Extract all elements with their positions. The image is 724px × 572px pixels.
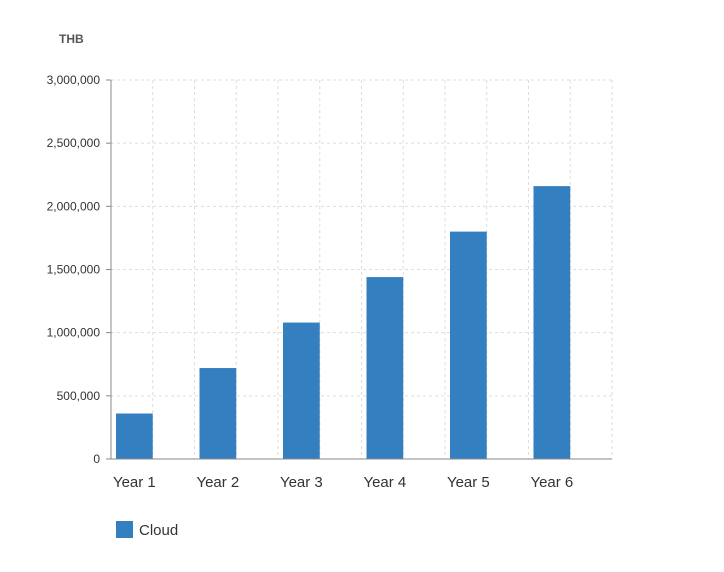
x-tick-label: Year 2 xyxy=(196,474,239,491)
bar-year-4 xyxy=(366,277,404,459)
y-tick-label: 3,000,000 xyxy=(47,73,101,87)
x-tick-label: Year 3 xyxy=(280,474,323,491)
axes xyxy=(106,79,612,460)
y-tick-label: 2,000,000 xyxy=(47,199,101,213)
legend-swatch-cloud xyxy=(116,521,133,538)
bar-year-2 xyxy=(199,368,237,459)
x-tick-labels: Year 1 Year 2 Year 3 Year 4 Year 5 Year 6 xyxy=(113,474,573,491)
y-tick-labels: 0 500,000 1,000,000 1,500,000 2,000,000 2,500… xyxy=(47,73,101,466)
y-tick-label: 1,500,000 xyxy=(47,263,101,277)
bar-year-1 xyxy=(116,413,153,459)
bar-year-6 xyxy=(533,186,571,459)
bars-group xyxy=(116,186,571,459)
y-axis-unit-label: THB xyxy=(59,32,84,46)
x-tick-label: Year 4 xyxy=(363,474,406,491)
bar-year-3 xyxy=(283,322,320,459)
legend-label-cloud: Cloud xyxy=(139,522,178,539)
bar-year-5 xyxy=(450,231,487,459)
y-tick-label: 500,000 xyxy=(57,389,101,403)
y-tick-label: 2,500,000 xyxy=(47,136,101,150)
x-tick-label: Year 5 xyxy=(447,474,490,491)
y-tick-label: 0 xyxy=(93,452,100,466)
legend: Cloud xyxy=(116,521,178,539)
x-tick-label: Year 6 xyxy=(530,474,573,491)
y-tick-label: 1,000,000 xyxy=(47,326,101,340)
x-tick-label: Year 1 xyxy=(113,474,156,491)
